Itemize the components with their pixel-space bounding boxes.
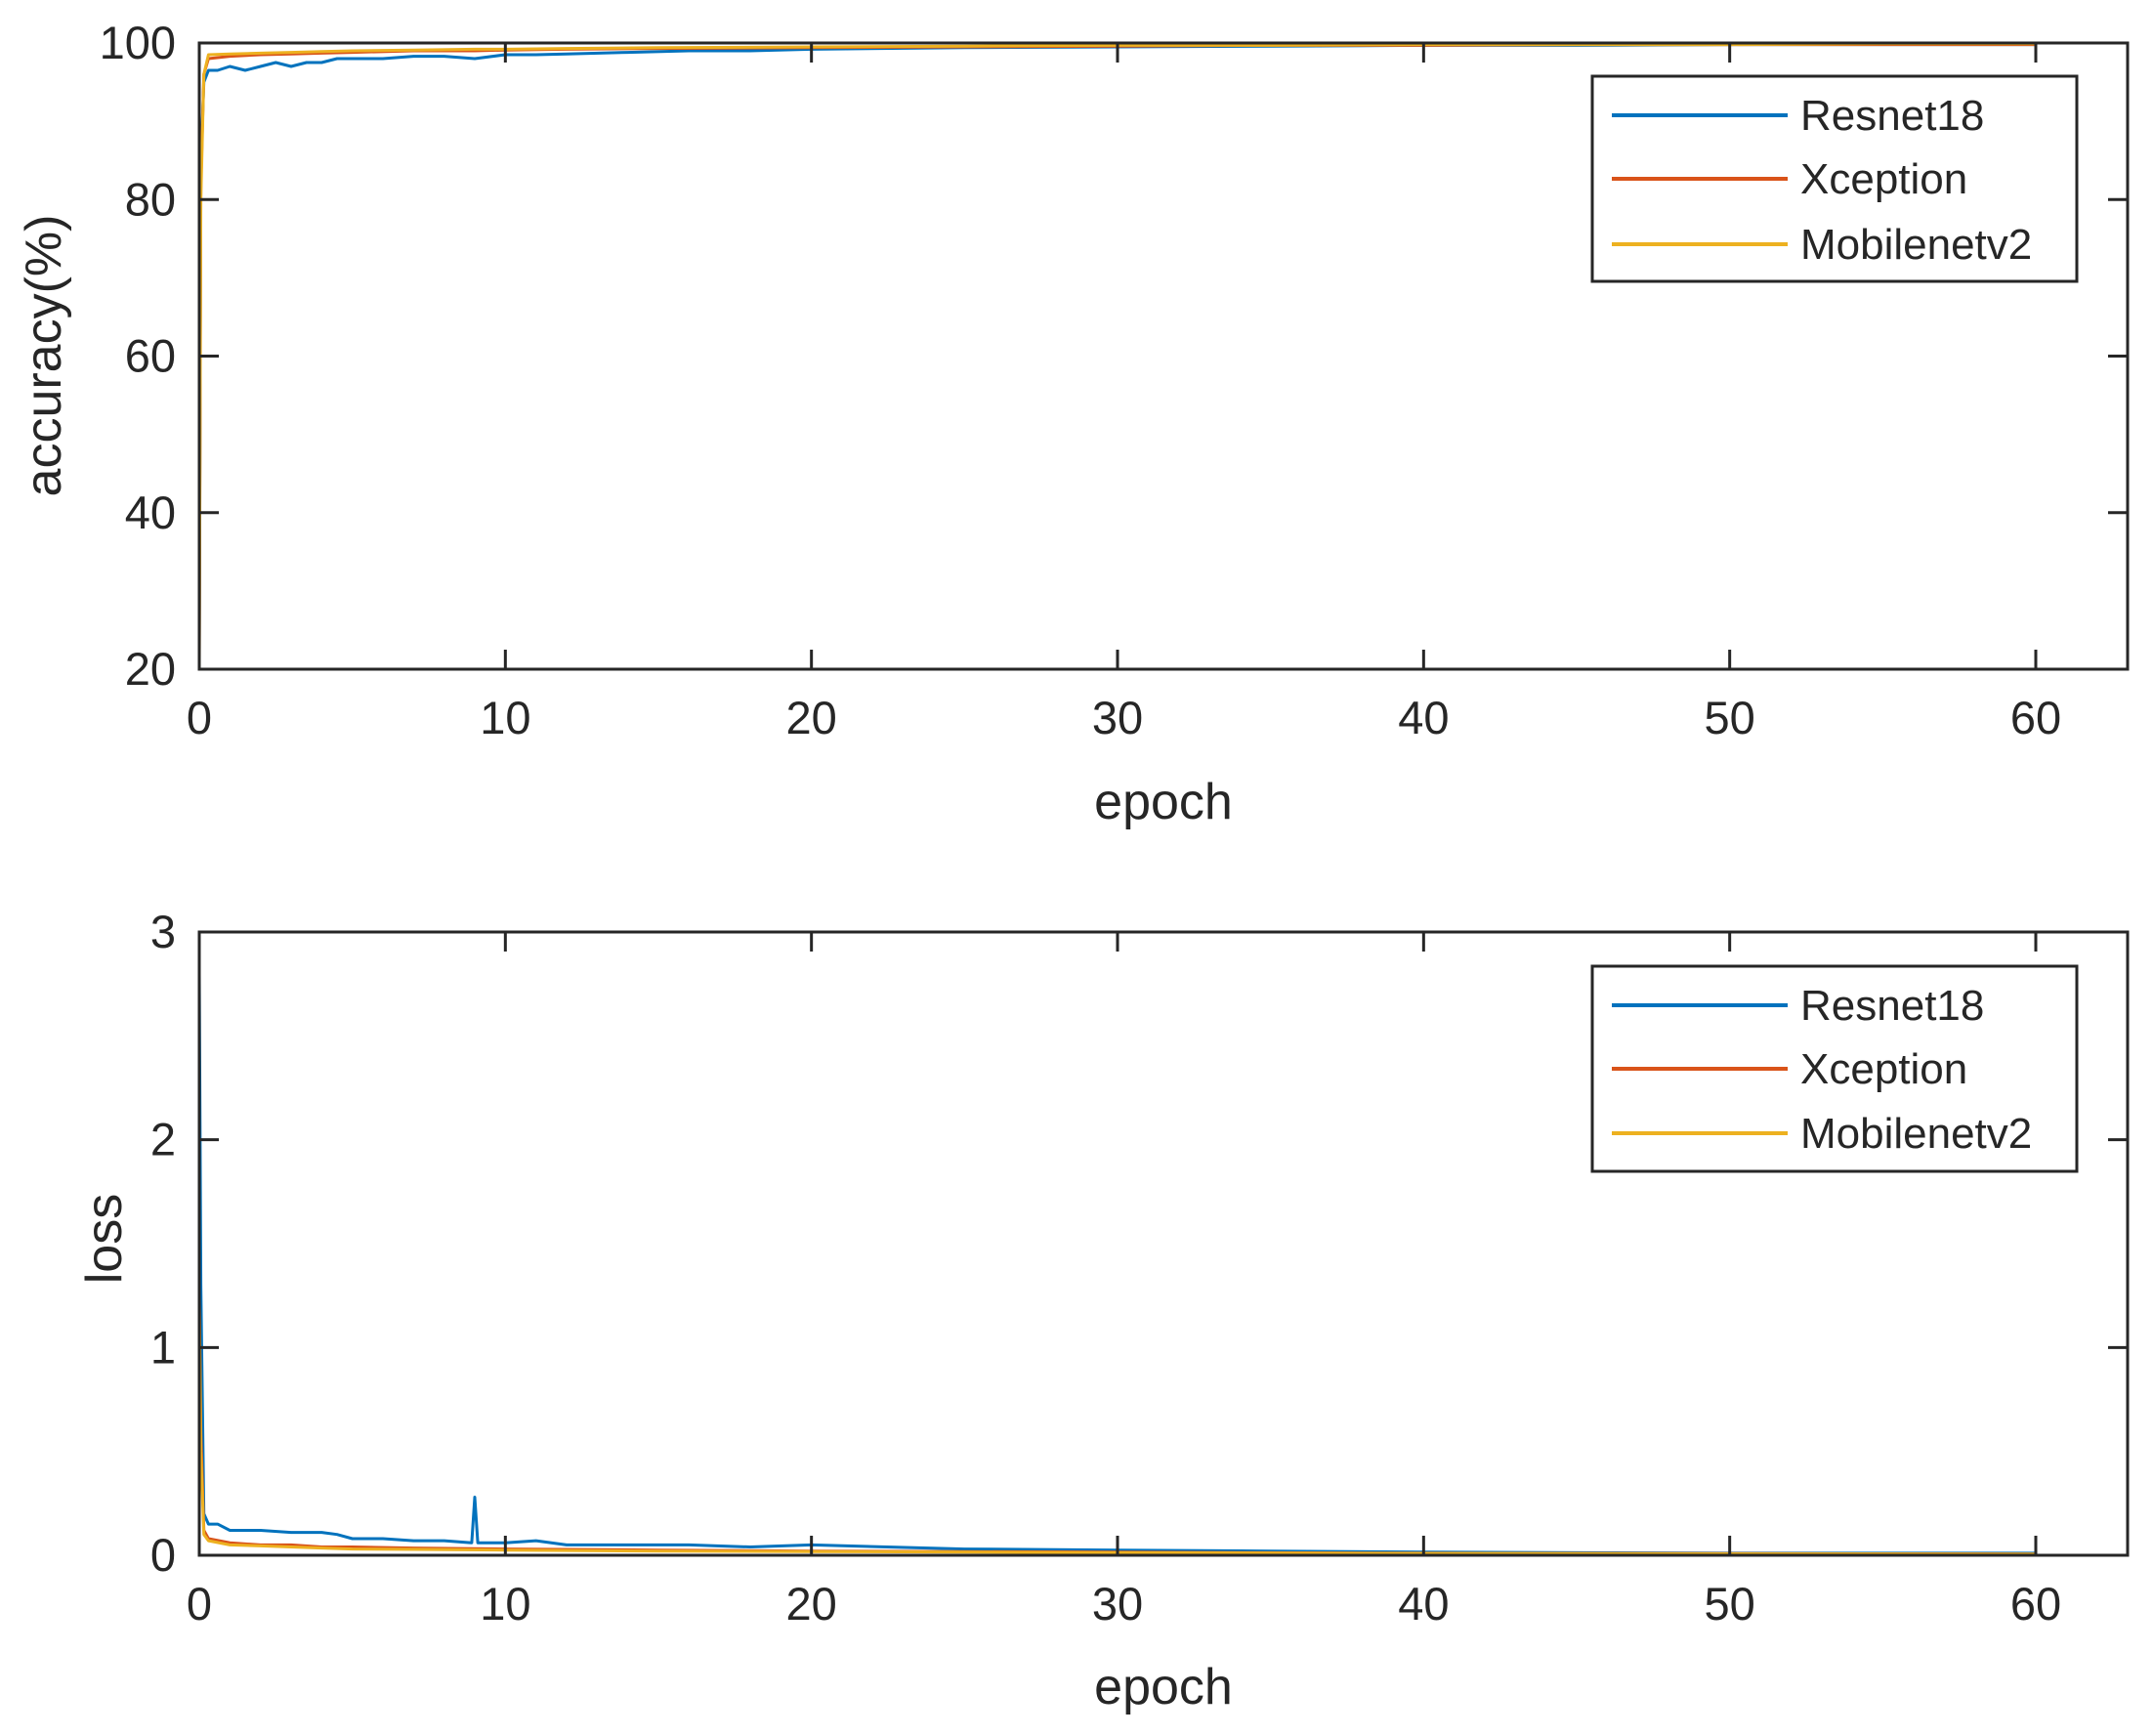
loss-y-tick-label-0: 0 bbox=[150, 1529, 176, 1581]
loss-x-tick-label-50: 50 bbox=[1705, 1578, 1755, 1630]
loss-y-tick-label-2: 2 bbox=[150, 1114, 176, 1165]
accuracy-x-ticks: 0 10 20 30 40 50 60 bbox=[187, 43, 2061, 743]
loss-series-layer bbox=[197, 973, 2037, 1556]
loss-x-tick-label-60: 60 bbox=[2010, 1578, 2061, 1630]
loss-chart: 0 10 20 30 40 50 60 0 1 2 3 epoch loss Resnet18 X… bbox=[76, 906, 2130, 1715]
loss-x-tick-label-0: 0 bbox=[187, 1578, 212, 1630]
accuracy-legend-label-mobilenetv2: Mobilenetv2 bbox=[1800, 221, 2032, 269]
loss-x-ticks: 0 10 20 30 40 50 60 bbox=[187, 932, 2061, 1630]
loss-legend-box bbox=[1590, 964, 2079, 1173]
accuracy-y-tick-label-40: 40 bbox=[125, 487, 176, 538]
loss-x-tick-label-40: 40 bbox=[1398, 1578, 1449, 1630]
accuracy-y-tick-label-80: 80 bbox=[125, 173, 176, 225]
accuracy-y-axis-label: accuracy(%) bbox=[16, 215, 72, 497]
loss-legend: Resnet18 Xception Mobilenetv2 bbox=[1590, 964, 2079, 1173]
loss-legend-label-resnet18: Resnet18 bbox=[1800, 982, 1984, 1030]
accuracy-x-tick-label-0: 0 bbox=[187, 692, 212, 743]
accuracy-x-tick-label-10: 10 bbox=[480, 692, 530, 743]
loss-x-tick-label-10: 10 bbox=[480, 1578, 530, 1630]
loss-plot-frame bbox=[197, 930, 2130, 1557]
loss-y-tick-label-3: 3 bbox=[150, 906, 176, 957]
loss-series-resnet18-line bbox=[197, 973, 2036, 1555]
loss-x-tick-label-20: 20 bbox=[786, 1578, 837, 1630]
loss-y-tick-label-1: 1 bbox=[150, 1321, 176, 1373]
accuracy-y-tick-label-20: 20 bbox=[125, 643, 176, 695]
accuracy-y-tick-label-60: 60 bbox=[125, 330, 176, 382]
accuracy-x-tick-label-20: 20 bbox=[786, 692, 837, 743]
accuracy-x-tick-label-30: 30 bbox=[1092, 692, 1143, 743]
accuracy-x-tick-label-60: 60 bbox=[2010, 692, 2061, 743]
accuracy-chart: 0 10 20 30 40 50 60 20 40 60 80 100 epoch accuracy… bbox=[16, 17, 2130, 830]
loss-series-mobilenetv2-line bbox=[197, 1305, 2037, 1556]
loss-x-axis-label: epoch bbox=[1094, 1659, 1233, 1715]
loss-legend-label-xception: Xception bbox=[1800, 1045, 1967, 1093]
accuracy-x-tick-label-50: 50 bbox=[1705, 692, 1755, 743]
accuracy-y-ticks: 20 40 60 80 100 bbox=[100, 17, 2128, 695]
loss-y-ticks: 0 1 2 3 bbox=[150, 906, 2128, 1581]
accuracy-x-axis-label: epoch bbox=[1094, 774, 1233, 830]
loss-y-axis-label: loss bbox=[76, 1194, 133, 1284]
loss-legend-label-mobilenetv2: Mobilenetv2 bbox=[1800, 1110, 2032, 1158]
accuracy-x-tick-label-40: 40 bbox=[1398, 692, 1449, 743]
accuracy-legend-label-resnet18: Resnet18 bbox=[1800, 92, 1984, 140]
loss-x-tick-label-30: 30 bbox=[1092, 1578, 1143, 1630]
accuracy-legend: Resnet18 Xception Mobilenetv2 bbox=[1590, 74, 2079, 283]
accuracy-legend-label-xception: Xception bbox=[1800, 155, 1967, 203]
accuracy-y-tick-label-100: 100 bbox=[100, 17, 176, 68]
